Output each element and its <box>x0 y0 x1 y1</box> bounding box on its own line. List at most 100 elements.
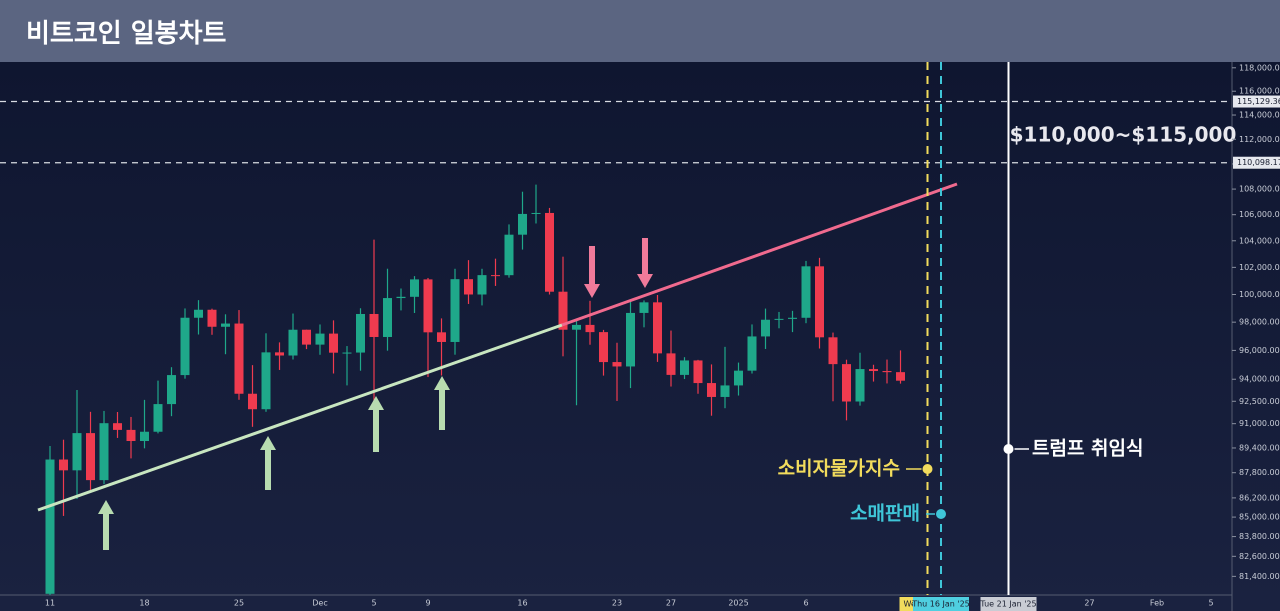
candle-body <box>815 266 824 338</box>
event-label: 소비자물가지수 <box>778 458 900 480</box>
y-tick-label: 112,000.00 <box>1239 135 1280 144</box>
y-tick-label: 100,000.00 <box>1239 290 1280 299</box>
y-tick-label: 92,500.00 <box>1239 397 1280 406</box>
candle-body <box>396 296 406 299</box>
candle-body <box>801 266 811 318</box>
candle-body <box>450 279 460 342</box>
candle-body <box>261 352 271 410</box>
x-tick-label: 23 <box>612 599 622 608</box>
y-tick-label: 89,400.00 <box>1239 443 1280 452</box>
x-tick-label: Feb <box>1150 599 1164 608</box>
candle-body <box>72 433 82 471</box>
x-tick-label: Tue 21 Jan '25 <box>979 600 1036 609</box>
candle-body <box>788 317 797 319</box>
x-tick-label: 27 <box>666 599 676 608</box>
annotation: $110,000~$115,000 <box>1010 123 1237 147</box>
candle-body <box>558 291 568 330</box>
candle-body <box>410 279 419 297</box>
candle-body <box>315 333 325 345</box>
candle-body <box>680 360 689 375</box>
event-label: 소매판매 <box>850 503 920 525</box>
candle-body <box>531 212 541 214</box>
arrow <box>98 500 114 550</box>
candle-body <box>842 364 851 402</box>
x-tick-label: 2025 <box>728 599 748 608</box>
candle-body <box>221 323 230 327</box>
y-tick-label: 91,000.00 <box>1239 419 1280 428</box>
y-tick-label: 81,400.00 <box>1239 572 1280 581</box>
candle-body <box>477 275 487 295</box>
candle-body <box>869 369 878 372</box>
price-line-label: 110,098.17 <box>1237 158 1280 167</box>
header: 비트코인 일봉차트 <box>0 0 1280 62</box>
candle-body <box>882 371 892 373</box>
candle-body <box>194 309 203 318</box>
chart-title: 비트코인 일봉차트 <box>26 19 227 49</box>
x-label-box <box>913 597 969 611</box>
candle-body <box>855 369 865 402</box>
plot-background <box>0 62 1280 611</box>
x-tick-label: 16 <box>517 599 527 608</box>
candle-body <box>720 385 730 397</box>
candle-body <box>342 352 352 354</box>
candle-body <box>180 317 190 376</box>
candle-body <box>639 302 649 313</box>
x-tick-label: Thu 16 Jan '25 <box>911 600 970 609</box>
y-tick-label: 82,600.00 <box>1239 552 1280 561</box>
candle-body <box>747 336 757 371</box>
x-tick-label: 5 <box>1208 599 1213 608</box>
arrow <box>434 376 450 430</box>
y-tick-label: 83,800.00 <box>1239 532 1280 541</box>
x-tick-label: We <box>904 600 916 609</box>
arrow <box>637 238 653 288</box>
event-label: 트럼프 취임식 <box>1032 438 1144 460</box>
y-tick-label: 102,000.00 <box>1239 263 1280 272</box>
candle-body <box>599 332 608 363</box>
up-arrows <box>98 376 450 550</box>
support-line <box>37 323 563 512</box>
candle-body <box>153 404 163 432</box>
x-tick-label: 27 <box>1084 599 1094 608</box>
price-line-box <box>1233 95 1280 108</box>
candle-body <box>302 329 311 345</box>
candle-body <box>734 370 743 386</box>
y-tick-label: 106,000.00 <box>1239 210 1280 219</box>
arrow <box>260 436 276 490</box>
y-tick-label: 87,800.00 <box>1239 468 1280 477</box>
candle-body <box>423 279 433 333</box>
candle-body <box>86 433 95 481</box>
x-tick-label: Dec <box>312 599 327 608</box>
y-tick-label: 118,000.00 <box>1239 63 1280 72</box>
arrow <box>368 396 384 452</box>
down-arrows <box>584 238 653 298</box>
event-dot <box>936 509 946 519</box>
candle-body <box>504 234 514 276</box>
candle-body <box>653 302 662 354</box>
candle-body <box>369 313 379 337</box>
trendlines <box>37 182 958 550</box>
candle-body <box>45 459 55 594</box>
candle-body <box>437 332 446 342</box>
candle-body <box>626 312 635 367</box>
x-tick-label: 5 <box>371 599 376 608</box>
candle-body <box>59 459 68 471</box>
x-label-box <box>980 597 1037 611</box>
y-tick-label: 114,000.00 <box>1239 111 1280 120</box>
candle-body <box>545 212 554 292</box>
x-tick-label: 11 <box>45 599 55 608</box>
candle-body <box>99 423 109 481</box>
candle-body <box>707 383 716 397</box>
candle-body <box>585 324 595 333</box>
price-line-label: 115,129.36 <box>1237 97 1280 106</box>
y-tick-label: 85,000.00 <box>1239 513 1280 522</box>
candle-body <box>167 375 176 405</box>
price-line-box <box>1233 156 1280 169</box>
y-tick-label: 86,200.00 <box>1239 493 1280 502</box>
candle-body <box>383 298 392 337</box>
candle-body <box>126 429 136 442</box>
x-tick-label: 9 <box>425 599 430 608</box>
candle-body <box>774 318 784 320</box>
candle-body <box>464 279 473 295</box>
